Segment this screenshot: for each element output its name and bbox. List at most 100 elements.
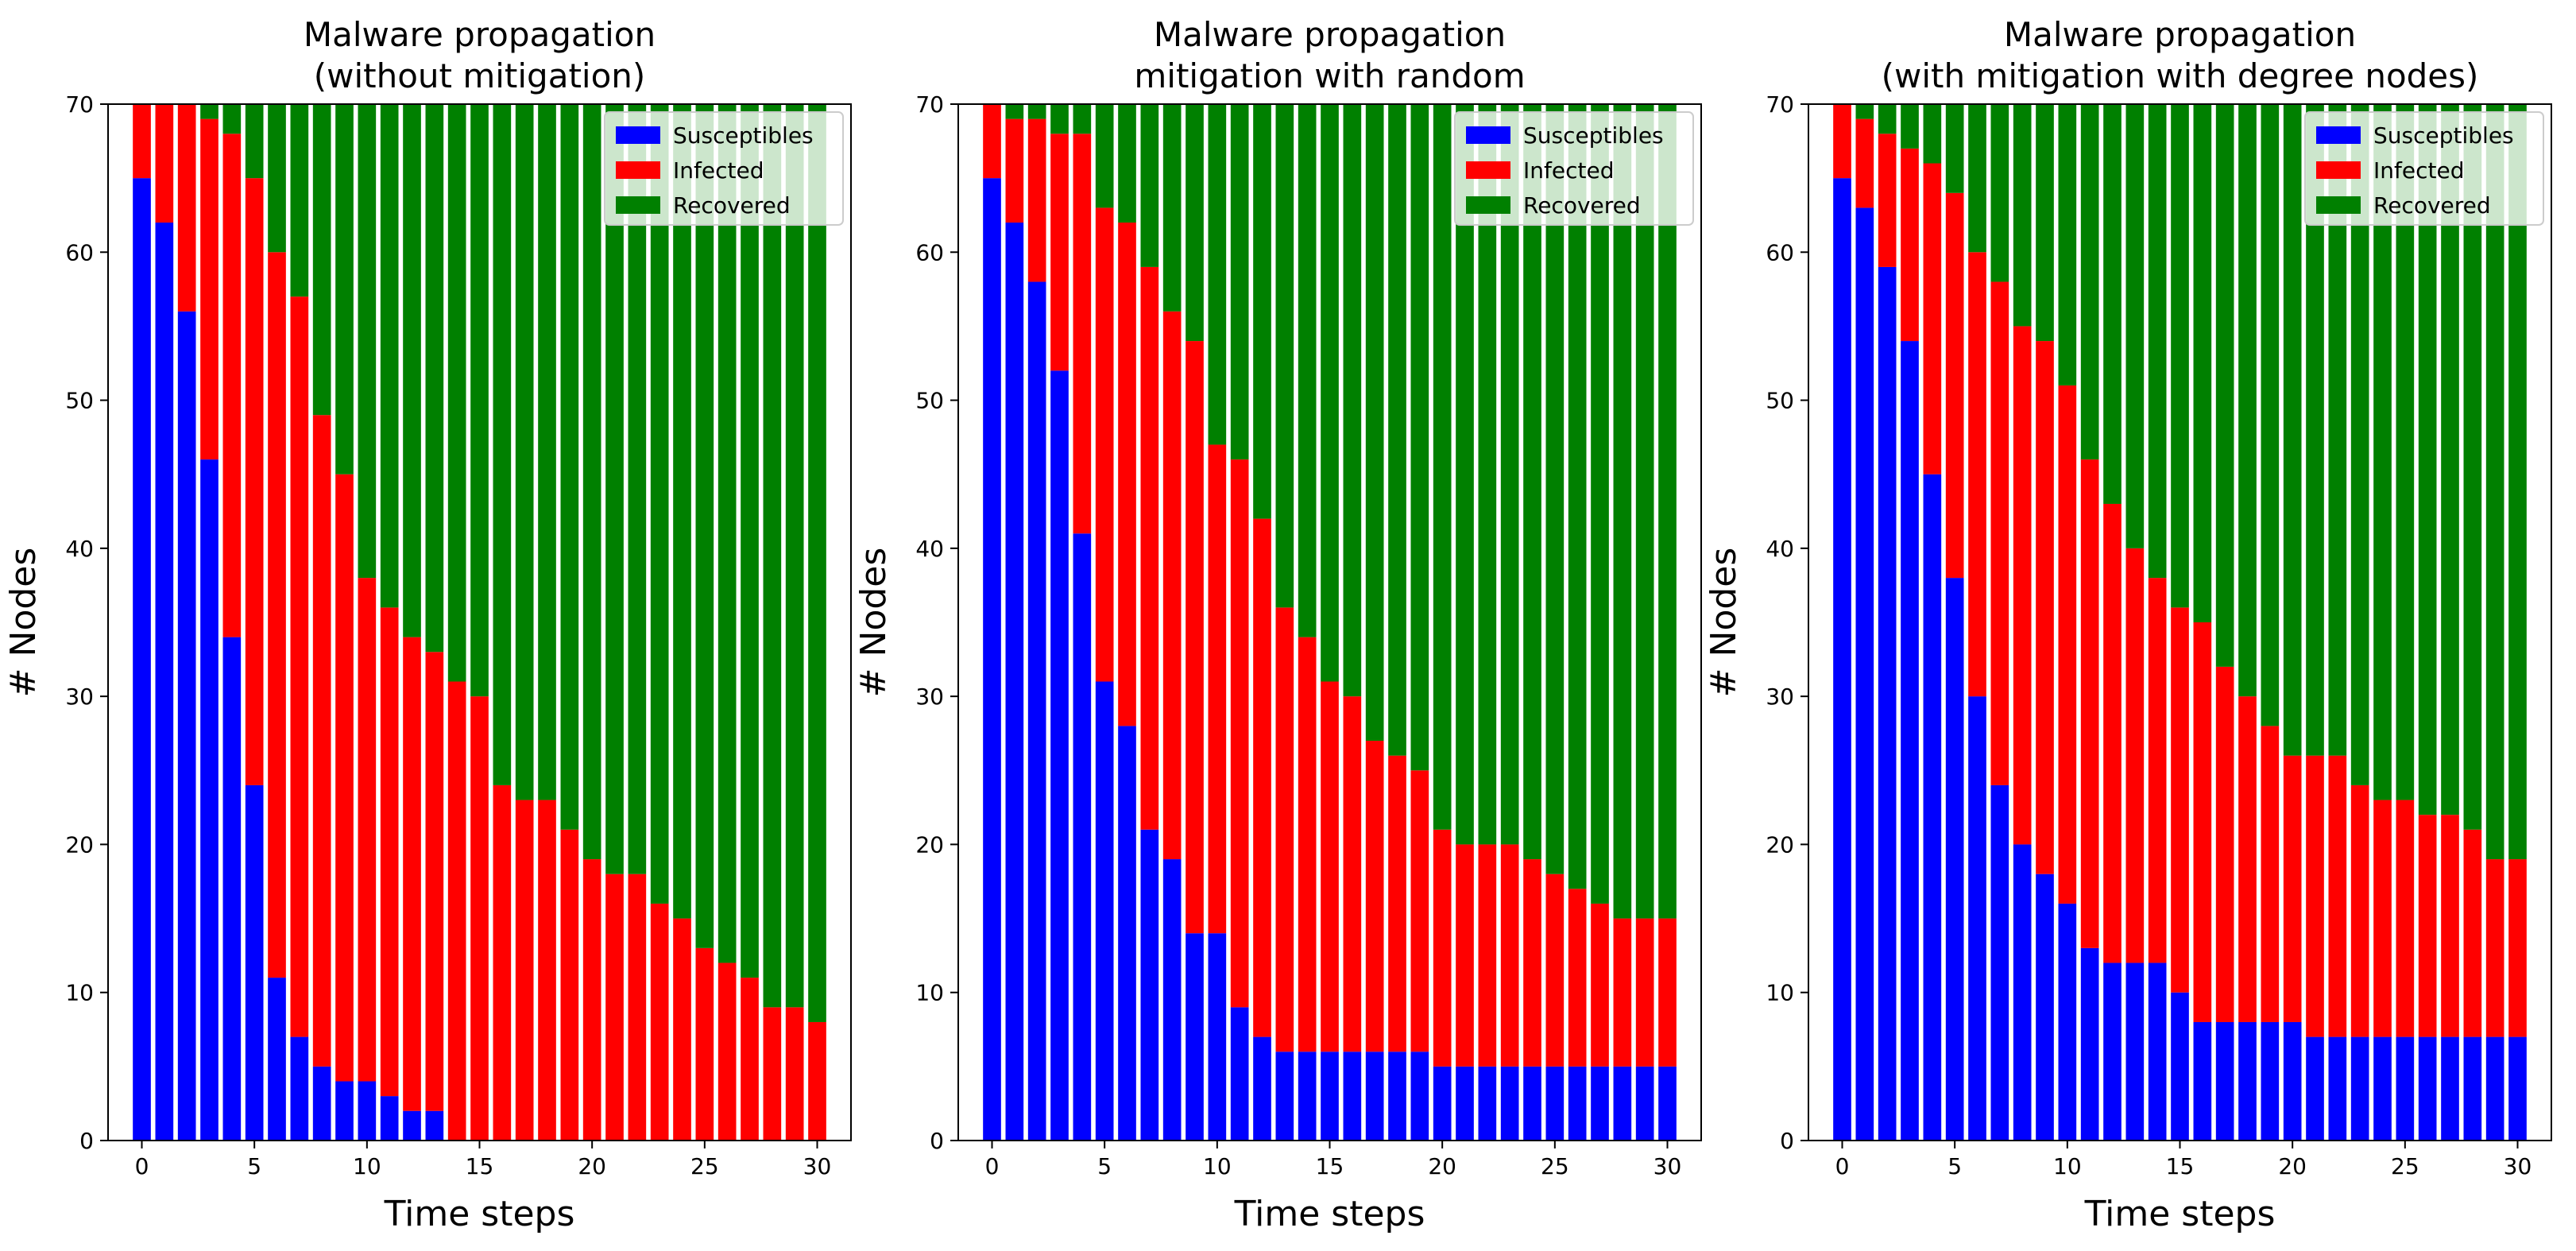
bar-recovered-t1 [1005,104,1024,119]
bar-infected-t4 [1923,163,1942,474]
bar-recovered-t16 [2193,104,2212,622]
bar-recovered-t11 [2080,104,2099,460]
bar-susceptibles-t1 [1855,207,1874,1141]
bar-infected-t25 [2396,800,2415,1037]
bar-susceptibles-t12 [1253,1036,1271,1141]
bar-recovered-t23 [2350,104,2369,785]
bar-infected-t5 [245,178,264,785]
bar-recovered-t6 [1118,104,1136,223]
bar-recovered-t7 [1140,104,1159,267]
legend-swatch-recovered [616,196,660,214]
bar-recovered-t29 [2485,104,2504,860]
bar-infected-t14 [1298,637,1317,1052]
y-tick-label: 40 [915,536,944,562]
legend-label-recovered: Recovered [1523,192,1641,219]
bar-susceptibles-t2 [177,311,196,1141]
bar-recovered-t16 [1343,104,1362,697]
y-tick-label: 60 [915,239,944,265]
bar-infected-t8 [312,415,331,1067]
bar-susceptibles-t20 [2283,1021,2302,1141]
bar-recovered-t13 [1275,104,1294,608]
x-tick-label: 25 [690,1153,719,1179]
bar-susceptibles-t14 [1298,1052,1317,1141]
bar-susceptibles-t15 [2171,992,2189,1141]
y-tick-label: 10 [1766,980,1794,1006]
bar-susceptibles-t13 [2125,962,2145,1141]
x-tick-label: 5 [247,1153,261,1179]
bar-susceptibles-t5 [1945,578,1964,1141]
bar-recovered-t28 [1613,104,1632,919]
bar-recovered-t9 [335,104,354,474]
x-tick-label: 5 [1947,1153,1962,1179]
bar-recovered-t11 [380,104,399,608]
bar-recovered-t15 [470,104,489,697]
bar-infected-t4 [222,134,242,637]
bar-infected-t9 [2036,341,2054,874]
legend-label-infected: Infected [2373,157,2464,184]
bar-recovered-t27 [1591,104,1609,904]
bar-recovered-t21 [2306,104,2324,756]
x-axis-label: Time steps [384,1194,575,1234]
bar-susceptibles-t30 [2508,1036,2527,1141]
bar-infected-t30 [2508,859,2527,1037]
y-tick-label: 20 [915,831,944,858]
y-tick-label: 30 [1766,684,1794,710]
bars [1833,104,2527,1141]
bar-recovered-t3 [1050,104,1069,134]
bar-susceptibles-t16 [1343,1052,1362,1141]
bars [983,104,1677,1141]
bar-susceptibles-t28 [1613,1066,1632,1141]
bar-recovered-t30 [1658,104,1677,919]
bar-susceptibles-t16 [2193,1021,2212,1141]
x-tick-label: 25 [2391,1153,2419,1179]
bar-recovered-t17 [1365,104,1384,742]
bar-recovered-t25 [695,104,714,948]
bar-infected-t22 [628,873,647,1141]
bar-infected-t7 [1990,281,2009,785]
bar-recovered-t4 [1073,104,1092,134]
bar-recovered-t29 [785,104,804,1008]
bar-susceptibles-t2 [1027,281,1046,1141]
bar-recovered-t27 [2441,104,2459,815]
bar-susceptibles-t7 [1990,784,2009,1141]
bar-recovered-t17 [2215,104,2234,667]
bar-infected-t12 [403,637,421,1111]
chart-title: Malware propagation (without mitigation) [304,15,656,95]
bar-infected-t7 [1140,266,1159,830]
bar-recovered-t13 [2125,104,2145,548]
bar-susceptibles-t23 [2350,1036,2369,1141]
bar-susceptibles-t8 [2013,844,2032,1141]
bar-susceptibles-t25 [1545,1066,1565,1141]
bar-infected-t25 [1545,873,1565,1067]
bar-recovered-t19 [560,104,579,830]
y-tick-label: 0 [79,1128,94,1154]
bar-recovered-t14 [1298,104,1317,637]
x-tick-label: 20 [578,1153,606,1179]
y-tick-label: 40 [1766,536,1794,562]
bar-susceptibles-t11 [380,1096,399,1141]
bar-infected-t20 [582,859,601,1141]
y-tick-label: 70 [915,91,944,118]
bar-infected-t28 [763,1007,782,1141]
bar-susceptibles-t11 [1230,1007,1249,1141]
bar-susceptibles-t30 [1658,1066,1677,1141]
y-tick-label: 50 [65,388,94,414]
bar-infected-t1 [155,104,174,223]
bar-infected-t2 [1878,134,1897,267]
bar-infected-t3 [1050,134,1069,371]
bar-susceptibles-t14 [2148,962,2167,1141]
legend-swatch-susceptibles [616,126,660,144]
bar-infected-t20 [2283,755,2302,1022]
y-tick-label: 30 [65,684,94,710]
legend-swatch-susceptibles [1466,126,1510,144]
x-tick-label: 0 [985,1153,1000,1179]
legend-swatch-recovered [2316,196,2361,214]
bar-susceptibles-t10 [358,1081,377,1141]
y-tick-label: 10 [915,980,944,1006]
legend-label-infected: Infected [1523,157,1614,184]
bar-susceptibles-t4 [1073,533,1092,1141]
bar-infected-t10 [358,578,377,1082]
bar-susceptibles-t20 [1433,1066,1452,1141]
bar-recovered-t10 [1208,104,1227,445]
